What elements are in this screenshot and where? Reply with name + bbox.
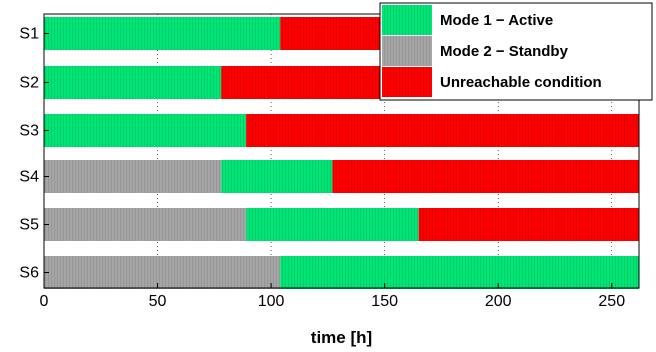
bar-texture-s4-series-3 bbox=[332, 160, 639, 193]
legend-swatch-texture-2 bbox=[382, 36, 432, 66]
y-tick-label-3: S4 bbox=[19, 169, 39, 186]
bar-texture-s3-series-3 bbox=[246, 114, 639, 147]
y-tick-label-5: S6 bbox=[19, 265, 39, 282]
bar-texture-s1-series-1 bbox=[44, 17, 281, 50]
bar-texture-s4-series-2 bbox=[44, 160, 222, 193]
bar-texture-s3-series-1 bbox=[44, 114, 247, 147]
legend-swatch-texture-3 bbox=[382, 67, 432, 97]
y-tick-label-4: S5 bbox=[19, 217, 39, 234]
x-tick-label-3: 150 bbox=[371, 293, 398, 310]
x-tick-label-1: 50 bbox=[149, 293, 167, 310]
bar-texture-s6-series-1 bbox=[280, 256, 639, 289]
x-axis-title: time [h] bbox=[311, 328, 372, 347]
bar-texture-s5-series-2 bbox=[44, 208, 247, 241]
bar-texture-s5-series-3 bbox=[418, 208, 639, 241]
legend-label-3: Unreachable condition bbox=[440, 74, 602, 91]
y-tick-label-1: S2 bbox=[19, 75, 39, 92]
bar-texture-s6-series-2 bbox=[44, 256, 281, 289]
x-tick-label-2: 100 bbox=[258, 293, 285, 310]
bar-texture-s5-series-1 bbox=[246, 208, 419, 241]
legend-swatch-texture-1 bbox=[382, 5, 432, 35]
x-tick-label-4: 200 bbox=[485, 293, 512, 310]
plot-frame bbox=[43, 13, 640, 289]
x-tick-label-0: 0 bbox=[40, 293, 49, 310]
legend: Mode 1 − Active Mode 2 − Standby Unreachab… bbox=[379, 2, 653, 101]
axis-ticks: 0 50 100 150 200 250 S1 S2 S3 S4 S5 S6 bbox=[19, 13, 640, 310]
x-tick-label-5: 250 bbox=[598, 293, 625, 310]
legend-label-1: Mode 1 − Active bbox=[440, 12, 553, 29]
bar-texture-s4-series-1 bbox=[221, 160, 333, 193]
legend-label-2: Mode 2 − Standby bbox=[440, 43, 569, 60]
bar-texture-s2-series-1 bbox=[44, 66, 222, 99]
y-tick-label-2: S3 bbox=[19, 123, 39, 140]
y-tick-label-0: S1 bbox=[19, 26, 39, 43]
